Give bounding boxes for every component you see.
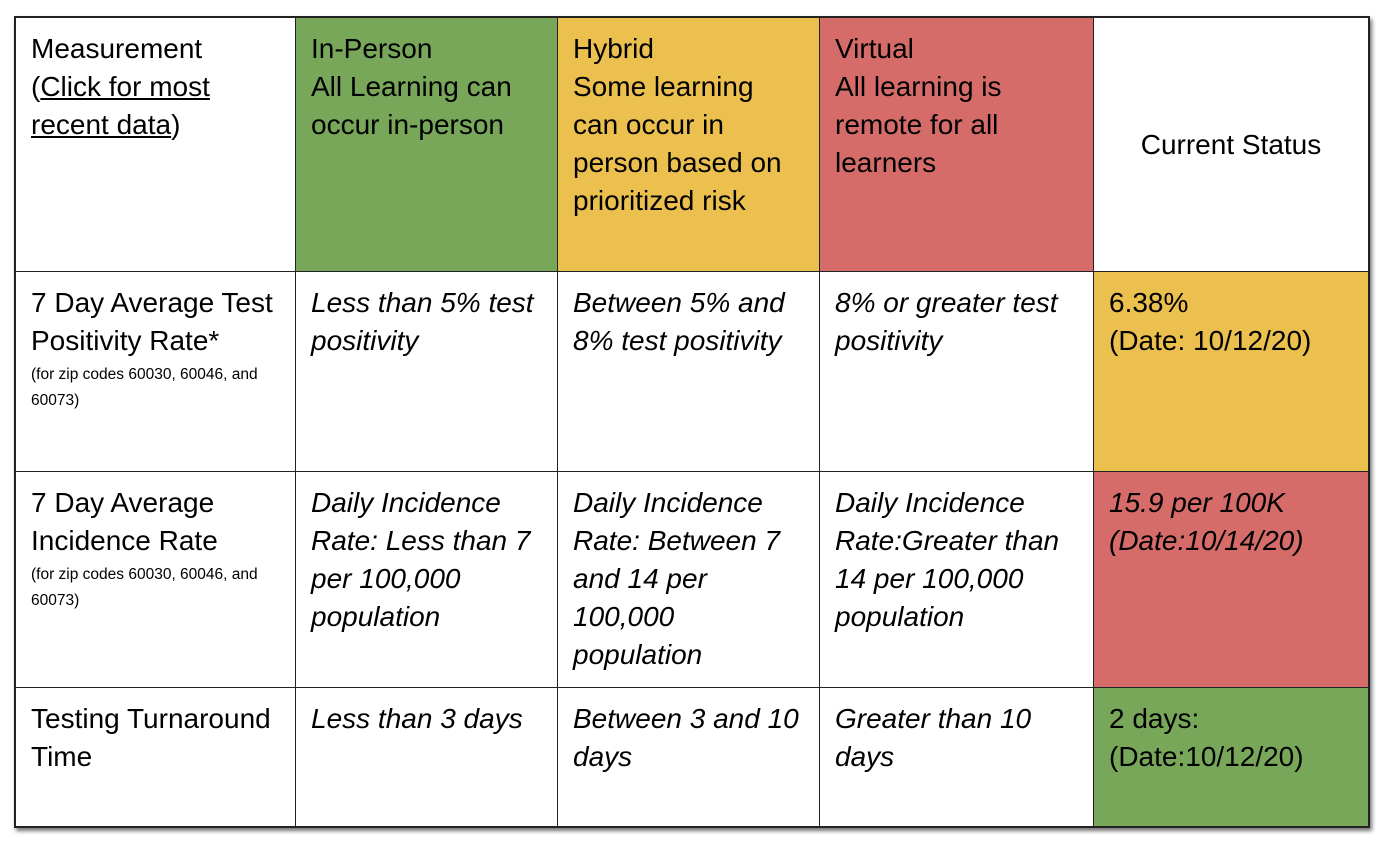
status-date: (Date:10/14/20) [1109,525,1304,556]
zip-code-note: (for zip codes 60030, 60046, and 60073) [31,366,258,409]
header-measurement-cell: Measurement (Click for most recent data) [15,17,296,272]
hybrid-criteria-cell: Between 3 and 10 days [557,687,820,827]
hybrid-description: Some learning can occur in person based … [573,71,782,216]
virtual-title: Virtual [835,33,914,64]
current-status-cell: 15.9 per 100K (Date:10/14/20) [1093,471,1369,688]
table-row: 7 Day Average Test Positivity Rate* (for… [15,271,1369,472]
virtual-criteria-cell: Greater than 10 days [819,687,1094,827]
header-hybrid-cell: Hybrid Some learning can occur in person… [557,17,820,272]
learning-mode-metrics-table: Measurement (Click for most recent data)… [15,17,1369,827]
status-value: 6.38% [1109,287,1189,318]
current-status-cell: 6.38% (Date: 10/12/20) [1093,271,1369,472]
status-date: (Date:10/12/20) [1109,741,1304,772]
hybrid-criteria-cell: Between 5% and 8% test positivity [557,271,820,472]
hybrid-criteria-cell: Daily Incidence Rate: Between 7 and 14 p… [557,471,820,688]
in-person-criteria-cell: Less than 5% test positivity [295,271,558,472]
measurement-cell: 7 Day Average Test Positivity Rate* (for… [15,271,296,472]
in-person-criteria-cell: Daily Incidence Rate: Less than 7 per 10… [295,471,558,688]
measurement-cell: 7 Day Average Incidence Rate (for zip co… [15,471,296,688]
header-in-person-cell: In-Person All Learning can occur in-pers… [295,17,558,272]
header-virtual-cell: Virtual All learning is remote for all l… [819,17,1094,272]
recent-data-link[interactable]: Click for most recent data [31,71,210,140]
header-row: Measurement (Click for most recent data)… [15,17,1369,272]
paren-open: ( [31,71,41,102]
virtual-criteria-cell: 8% or greater test positivity [819,271,1094,472]
table-row: Testing Turnaround Time Less than 3 days… [15,687,1369,827]
measurement-cell: Testing Turnaround Time [15,687,296,827]
status-value: 2 days: [1109,703,1200,734]
metrics-table-frame: Measurement (Click for most recent data)… [14,16,1370,828]
header-current-status-cell: Current Status [1093,17,1369,272]
measurement-header-label: Measurement [31,33,203,64]
zip-code-note: (for zip codes 60030, 60046, and 60073) [31,566,258,609]
measurement-label: 7 Day Average Incidence Rate [31,487,218,556]
hybrid-title: Hybrid [573,33,654,64]
virtual-criteria-cell: Daily Incidence Rate:Greater than 14 per… [819,471,1094,688]
current-status-cell: 2 days: (Date:10/12/20) [1093,687,1369,827]
status-date: (Date: 10/12/20) [1109,325,1312,356]
in-person-description: All Learning can occur in-person [311,71,512,140]
table-row: 7 Day Average Incidence Rate (for zip co… [15,471,1369,688]
in-person-title: In-Person [311,33,433,64]
measurement-label: 7 Day Average Test Positivity Rate* [31,287,273,356]
virtual-description: All learning is remote for all learners [835,71,1002,178]
status-value: 15.9 per 100K [1109,487,1285,518]
in-person-criteria-cell: Less than 3 days [295,687,558,827]
paren-close: ) [171,109,181,140]
